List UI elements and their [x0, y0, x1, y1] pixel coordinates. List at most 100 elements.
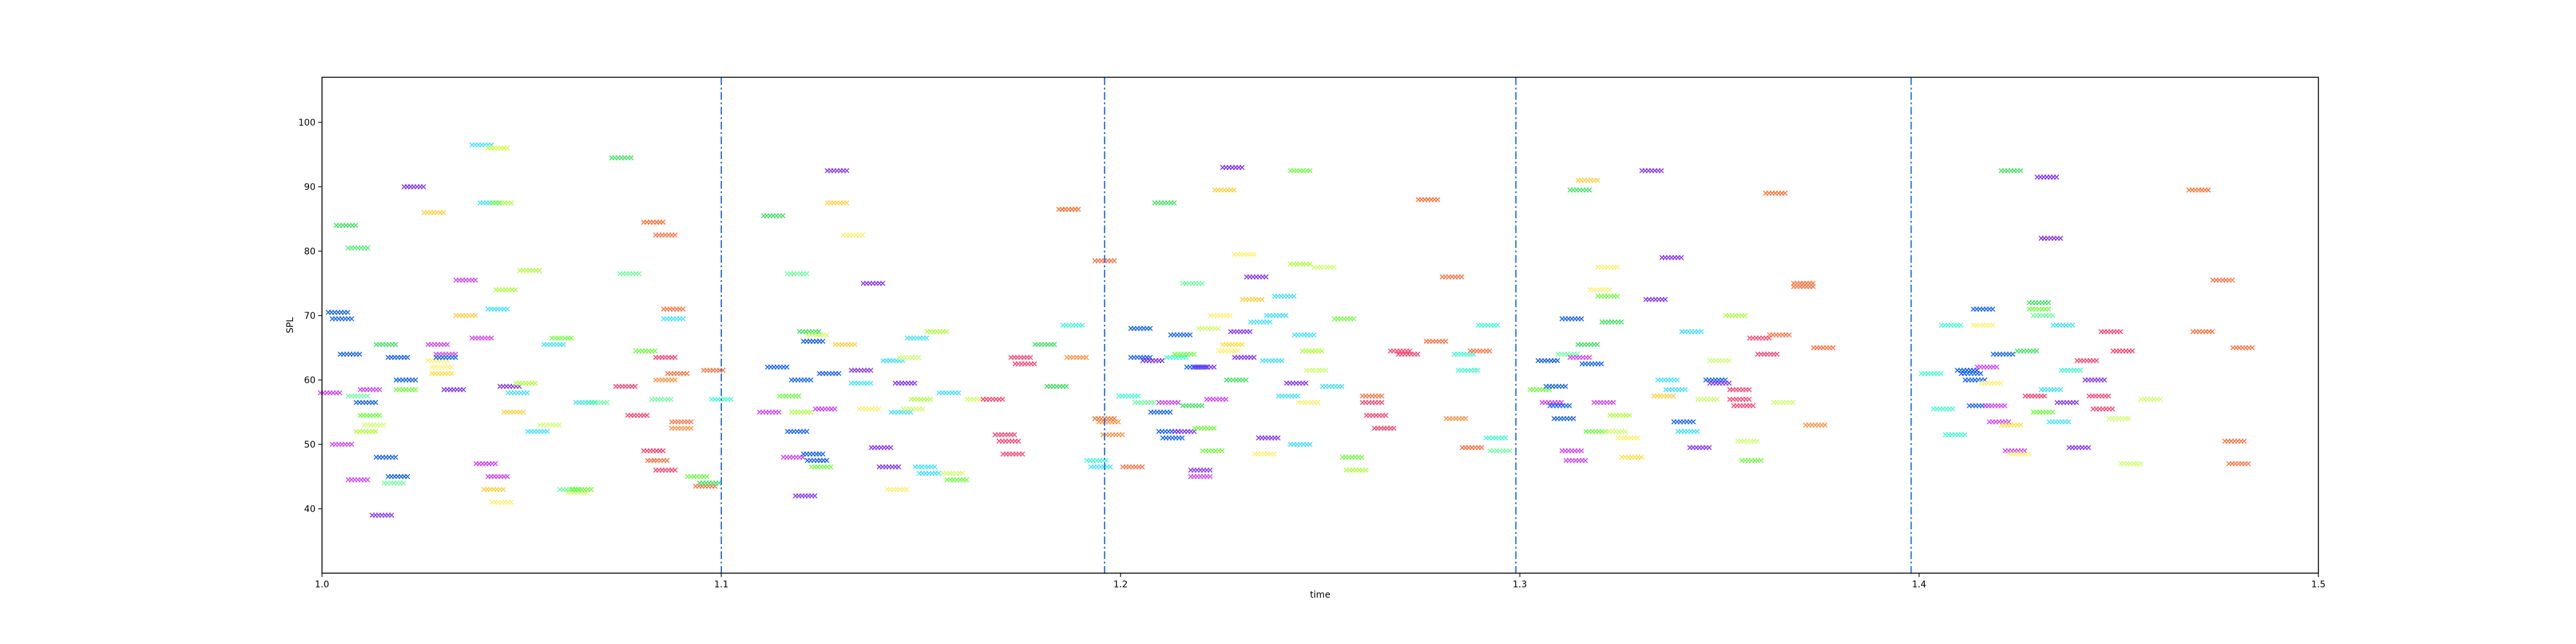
point-marker	[425, 358, 450, 363]
data-point	[1100, 432, 1125, 437]
data-point	[1971, 323, 1996, 328]
data-point	[1423, 339, 1448, 344]
data-point	[1196, 326, 1221, 331]
data-point	[1978, 381, 2003, 386]
data-point	[893, 381, 918, 386]
data-point	[330, 442, 354, 447]
point-marker	[1679, 329, 1704, 334]
data-point	[2226, 461, 2251, 466]
point-marker	[453, 278, 478, 283]
point-marker	[2002, 448, 2027, 453]
data-point	[980, 397, 1005, 402]
data-point	[2210, 278, 2235, 283]
point-marker	[1184, 365, 1209, 370]
data-point	[1180, 281, 1205, 286]
point-marker	[1563, 458, 1588, 463]
point-marker	[565, 490, 590, 495]
point-marker	[1128, 326, 1153, 331]
point-marker	[2098, 329, 2123, 334]
data-point	[1803, 422, 1828, 428]
point-marker	[1767, 332, 1792, 337]
point-marker	[485, 146, 510, 151]
data-point	[1060, 323, 1085, 328]
point-marker	[393, 387, 419, 392]
data-point	[370, 513, 394, 518]
data-point	[513, 381, 538, 386]
data-point	[517, 268, 542, 273]
data-point	[1152, 200, 1177, 205]
data-point	[317, 390, 343, 395]
data-point	[497, 384, 522, 389]
point-marker	[1359, 393, 1385, 399]
data-point	[693, 484, 718, 489]
point-marker	[653, 468, 678, 473]
point-marker	[617, 271, 642, 276]
point-marker	[840, 232, 866, 238]
point-marker	[1452, 352, 1477, 357]
data-point	[1288, 442, 1312, 447]
data-point	[1918, 371, 1944, 376]
point-marker	[1264, 313, 1289, 318]
point-marker	[1475, 323, 1501, 328]
point-marker	[385, 474, 410, 479]
point-marker	[2007, 451, 2031, 457]
y-tick-label: 60	[304, 375, 316, 386]
data-point	[1539, 400, 1564, 405]
point-marker	[916, 471, 942, 476]
point-marker	[1228, 329, 1253, 334]
data-point	[345, 477, 370, 482]
point-marker	[1543, 384, 1568, 389]
point-marker	[345, 245, 370, 251]
data-point	[701, 368, 726, 373]
data-point	[1180, 403, 1205, 408]
data-point	[1096, 419, 1121, 424]
data-point	[565, 490, 590, 495]
data-point	[1459, 445, 1484, 450]
data-point	[2222, 439, 2247, 444]
data-point	[609, 155, 634, 160]
point-marker	[370, 513, 394, 518]
point-marker	[900, 406, 925, 412]
data-point	[2031, 410, 2056, 415]
point-marker	[1707, 358, 1732, 363]
data-point	[1283, 381, 1309, 386]
point-marker	[1595, 265, 1620, 270]
data-point	[501, 410, 526, 415]
point-marker	[1276, 393, 1301, 399]
point-marker	[697, 480, 722, 486]
data-point	[813, 406, 838, 412]
data-point	[777, 393, 802, 399]
point-marker	[860, 281, 886, 286]
y-axis-label: SPL	[285, 317, 296, 333]
data-point	[1332, 316, 1357, 321]
point-marker	[505, 390, 530, 395]
point-marker	[661, 307, 686, 312]
point-marker	[777, 393, 802, 399]
point-marker	[1998, 422, 2023, 428]
point-marker	[374, 455, 399, 460]
point-marker	[2138, 397, 2163, 402]
data-point	[1188, 468, 1213, 473]
point-marker	[1132, 400, 1157, 405]
point-marker	[669, 426, 694, 431]
data-point	[489, 200, 514, 205]
point-marker	[1651, 393, 1676, 399]
point-marker	[1763, 191, 1788, 196]
point-marker	[1240, 297, 1265, 302]
data-point	[1998, 168, 2023, 173]
point-marker	[1188, 474, 1213, 479]
data-point	[1811, 345, 1836, 350]
data-point	[1575, 342, 1600, 347]
data-point	[757, 410, 782, 415]
data-point	[1548, 403, 1572, 408]
data-point	[1591, 400, 1616, 405]
data-point	[1160, 435, 1185, 440]
data-point	[425, 342, 450, 347]
point-marker	[1791, 284, 1816, 289]
point-marker	[757, 410, 782, 415]
data-point	[1723, 313, 1748, 318]
point-marker	[1607, 413, 1632, 418]
point-marker	[653, 232, 678, 238]
data-point	[1488, 448, 1512, 453]
data-point	[1148, 410, 1173, 415]
